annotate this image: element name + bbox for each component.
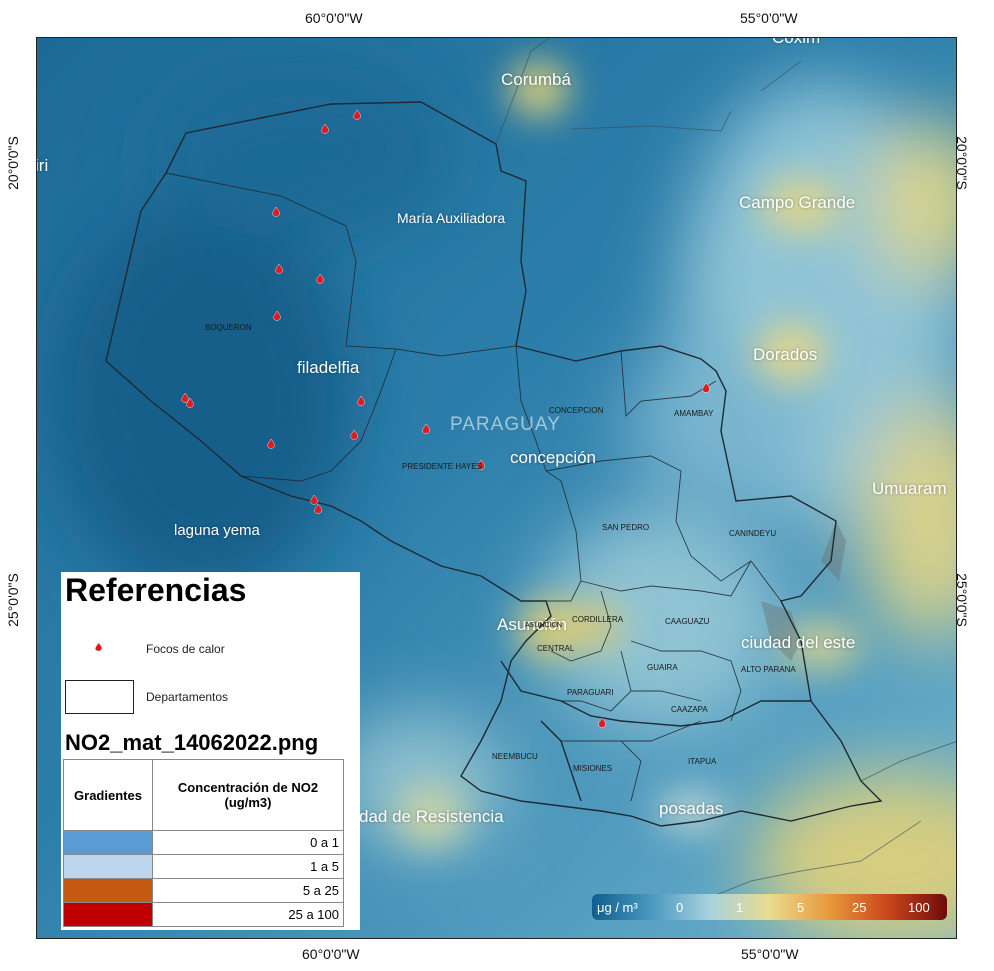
dept-label-caazapa: CAAZAPA [671, 705, 708, 714]
dept-label-san-pedro: SAN PEDRO [602, 523, 650, 532]
city-label-filadelfia: filadelfia [297, 358, 360, 377]
country-label-paraguay: PARAGUAY [450, 414, 561, 435]
city-label-resistencia: dad de Resistencia [359, 807, 504, 826]
dept-label-guaira: GUAIRA [647, 663, 678, 672]
city-label-iri: iri [36, 156, 49, 175]
colorbar-tick: 25 [852, 900, 867, 915]
dept-label-canindeyu: CANINDEYU [729, 529, 777, 538]
fire-point [350, 429, 358, 440]
dept-label-neembucu: NEEMBUCU [492, 752, 538, 761]
gradient-value: 25 a 100 [152, 902, 344, 927]
gradient-swatch [63, 878, 153, 903]
fire-icon [95, 643, 102, 651]
dept-label-paraguari: PARAGUARI [567, 688, 614, 697]
colorbar [592, 894, 947, 920]
fire-point [702, 382, 710, 393]
department-outline-swatch [65, 680, 134, 714]
dept-label-alto-parana: ALTO PARANA [741, 665, 796, 674]
gradient-value: 0 a 1 [152, 830, 344, 855]
coord-top-right: 55°0'0"W [740, 10, 798, 26]
colorbar-tick: 1 [736, 900, 744, 915]
coord-bottom-right: 55°0'0"W [741, 946, 799, 962]
city-label-umuaram: Umuaram [872, 479, 947, 498]
gradient-swatch [63, 902, 153, 927]
fire-point [275, 263, 283, 274]
fire-point [477, 459, 485, 470]
legend-dept-label: Departamentos [146, 690, 229, 704]
dept-label-itapua: ITAPUA [688, 757, 717, 766]
coord-top-left: 60°0'0"W [305, 10, 363, 26]
gradient-swatch [63, 854, 153, 879]
legend-file-label: NO2_mat_14062022.png [65, 730, 319, 755]
city-label-dorados: Dorados [753, 345, 818, 364]
dept-label-amambay: AMAMBAY [674, 409, 714, 418]
fire-point [598, 717, 606, 728]
fire-point [186, 397, 194, 408]
coord-left-lower: 25°0'0"S [4, 573, 21, 627]
fire-point [267, 438, 275, 449]
concentration-header: Concentración de NO2 (ug/m3) [152, 759, 344, 831]
fire-points-layer [181, 109, 710, 728]
gradient-swatch [63, 830, 153, 855]
fire-point [422, 423, 430, 434]
coord-left-upper: 20°0'0"S [4, 136, 21, 190]
colorbar-unit: μg / m³ [597, 900, 638, 915]
gradient-row: 5 a 25 [63, 878, 344, 903]
colorbar-tick: 100 [908, 900, 930, 915]
dept-label-boqueron: BOQUERON [205, 323, 252, 332]
fire-point [357, 395, 365, 406]
gradient-row: 25 a 100 [63, 902, 344, 927]
gradient-table: Gradientes Concentración de NO2 (ug/m3) … [63, 759, 344, 927]
dept-label-asuncion: ASUNCION [525, 622, 562, 629]
city-label-maria-auxiliadora: María Auxiliadora [397, 210, 506, 226]
city-label-coxim: Coxim [772, 37, 821, 47]
gradient-header: Gradientes [63, 759, 153, 831]
fire-point [316, 273, 324, 284]
colorbar-tick: 5 [797, 900, 805, 915]
city-label-corumba: Corumbá [501, 70, 571, 89]
legend-panel: Referencias Focos de calor Departamentos… [61, 572, 360, 930]
city-label-campo-grande: Campo Grande [739, 193, 856, 212]
fire-point [314, 503, 322, 514]
fire-point [310, 494, 318, 505]
dept-label-caaguazu: CAAGUAZU [665, 617, 710, 626]
city-label-ciudad-del-este: ciudad del este [741, 633, 856, 652]
legend-title: Referencias [65, 572, 247, 608]
gradient-value: 1 a 5 [152, 854, 344, 879]
fire-point [321, 123, 329, 134]
colorbar-tick: 0 [676, 900, 684, 915]
dept-label-misiones: MISIONES [573, 764, 613, 773]
dept-label-presidente-hayes: PRESIDENTE HAYES [402, 462, 482, 471]
city-label-posadas: posadas [659, 799, 724, 818]
fire-point [273, 310, 281, 321]
city-label-asuncion: Asunción [497, 615, 567, 634]
coord-bottom-left: 60°0'0"W [302, 946, 360, 962]
fire-point [272, 206, 280, 217]
gradient-value: 5 a 25 [152, 878, 344, 903]
city-label-laguna-yema: laguna yema [174, 522, 260, 539]
dept-label-concepcion: CONCEPCION [549, 406, 604, 415]
legend-fire-label: Focos de calor [146, 642, 225, 656]
dept-label-cordillera: CORDILLERA [572, 615, 624, 624]
city-label-concepcion: concepción [510, 448, 597, 467]
gradient-row: 1 a 5 [63, 854, 344, 879]
dept-label-central: CENTRAL [537, 644, 575, 653]
gradient-row: 0 a 1 [63, 830, 344, 855]
fire-point [353, 109, 361, 120]
fire-point [181, 392, 189, 403]
